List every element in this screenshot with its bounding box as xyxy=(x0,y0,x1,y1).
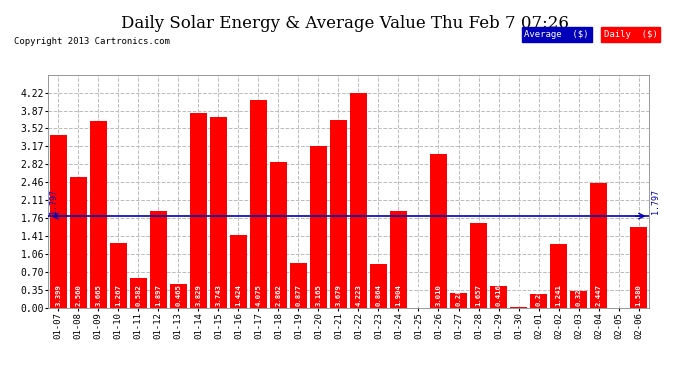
Text: 0.288: 0.288 xyxy=(455,284,462,306)
Text: 1.904: 1.904 xyxy=(395,284,402,306)
Text: 1.241: 1.241 xyxy=(555,284,562,306)
Bar xyxy=(90,121,107,308)
Text: 4.075: 4.075 xyxy=(255,284,262,306)
Text: 3.665: 3.665 xyxy=(95,284,101,306)
Bar xyxy=(450,293,467,308)
Text: 1.267: 1.267 xyxy=(115,284,121,306)
Text: Daily Solar Energy & Average Value Thu Feb 7 07:26: Daily Solar Energy & Average Value Thu F… xyxy=(121,15,569,32)
Bar xyxy=(550,244,567,308)
Text: 3.829: 3.829 xyxy=(195,284,201,306)
Bar xyxy=(230,235,247,308)
Bar xyxy=(290,263,307,308)
Bar xyxy=(590,183,607,308)
Bar xyxy=(150,211,167,308)
Text: 1.580: 1.580 xyxy=(635,284,642,306)
Text: Daily  ($): Daily ($) xyxy=(604,30,658,39)
Bar xyxy=(490,286,507,308)
Text: 3.399: 3.399 xyxy=(55,284,61,306)
Text: 1.897: 1.897 xyxy=(155,284,161,306)
Text: 1.657: 1.657 xyxy=(475,284,482,306)
Bar xyxy=(350,93,367,308)
Text: 3.743: 3.743 xyxy=(215,284,221,306)
Text: 2.447: 2.447 xyxy=(595,284,602,306)
Bar xyxy=(270,162,287,308)
Bar xyxy=(570,291,587,308)
Bar xyxy=(430,154,447,308)
Text: 0.582: 0.582 xyxy=(135,284,141,306)
Bar xyxy=(130,278,147,308)
Text: 1.797: 1.797 xyxy=(651,189,660,214)
Bar xyxy=(330,120,347,308)
Bar xyxy=(110,243,127,308)
Bar xyxy=(250,100,267,308)
Bar xyxy=(530,294,547,307)
Bar xyxy=(370,264,387,308)
Text: 3.010: 3.010 xyxy=(435,284,442,306)
Bar xyxy=(210,117,227,308)
Bar xyxy=(390,211,407,308)
Text: 1.797: 1.797 xyxy=(49,189,58,214)
Text: Copyright 2013 Cartronics.com: Copyright 2013 Cartronics.com xyxy=(14,38,170,46)
Text: 0.000: 0.000 xyxy=(615,284,622,306)
Bar xyxy=(170,284,187,308)
Text: 2.560: 2.560 xyxy=(75,284,81,306)
Text: 0.266: 0.266 xyxy=(535,284,542,306)
Bar xyxy=(70,177,87,308)
Text: 0.877: 0.877 xyxy=(295,284,302,306)
Text: 4.223: 4.223 xyxy=(355,284,362,306)
Bar xyxy=(510,307,527,308)
Text: Average  ($): Average ($) xyxy=(524,30,589,39)
Text: 1.424: 1.424 xyxy=(235,284,242,306)
Text: 0.864: 0.864 xyxy=(375,284,382,306)
Bar xyxy=(310,147,327,308)
Bar xyxy=(50,135,67,308)
Bar xyxy=(630,227,647,308)
Text: 0.000: 0.000 xyxy=(415,284,422,306)
Text: 0.323: 0.323 xyxy=(575,284,582,306)
Text: 0.012: 0.012 xyxy=(515,284,522,306)
Text: 2.862: 2.862 xyxy=(275,284,282,306)
Bar xyxy=(190,113,207,308)
Text: 0.465: 0.465 xyxy=(175,284,181,306)
Text: 0.416: 0.416 xyxy=(495,284,502,306)
Text: 3.165: 3.165 xyxy=(315,284,322,306)
Bar xyxy=(470,223,487,308)
Text: 3.679: 3.679 xyxy=(335,284,342,306)
